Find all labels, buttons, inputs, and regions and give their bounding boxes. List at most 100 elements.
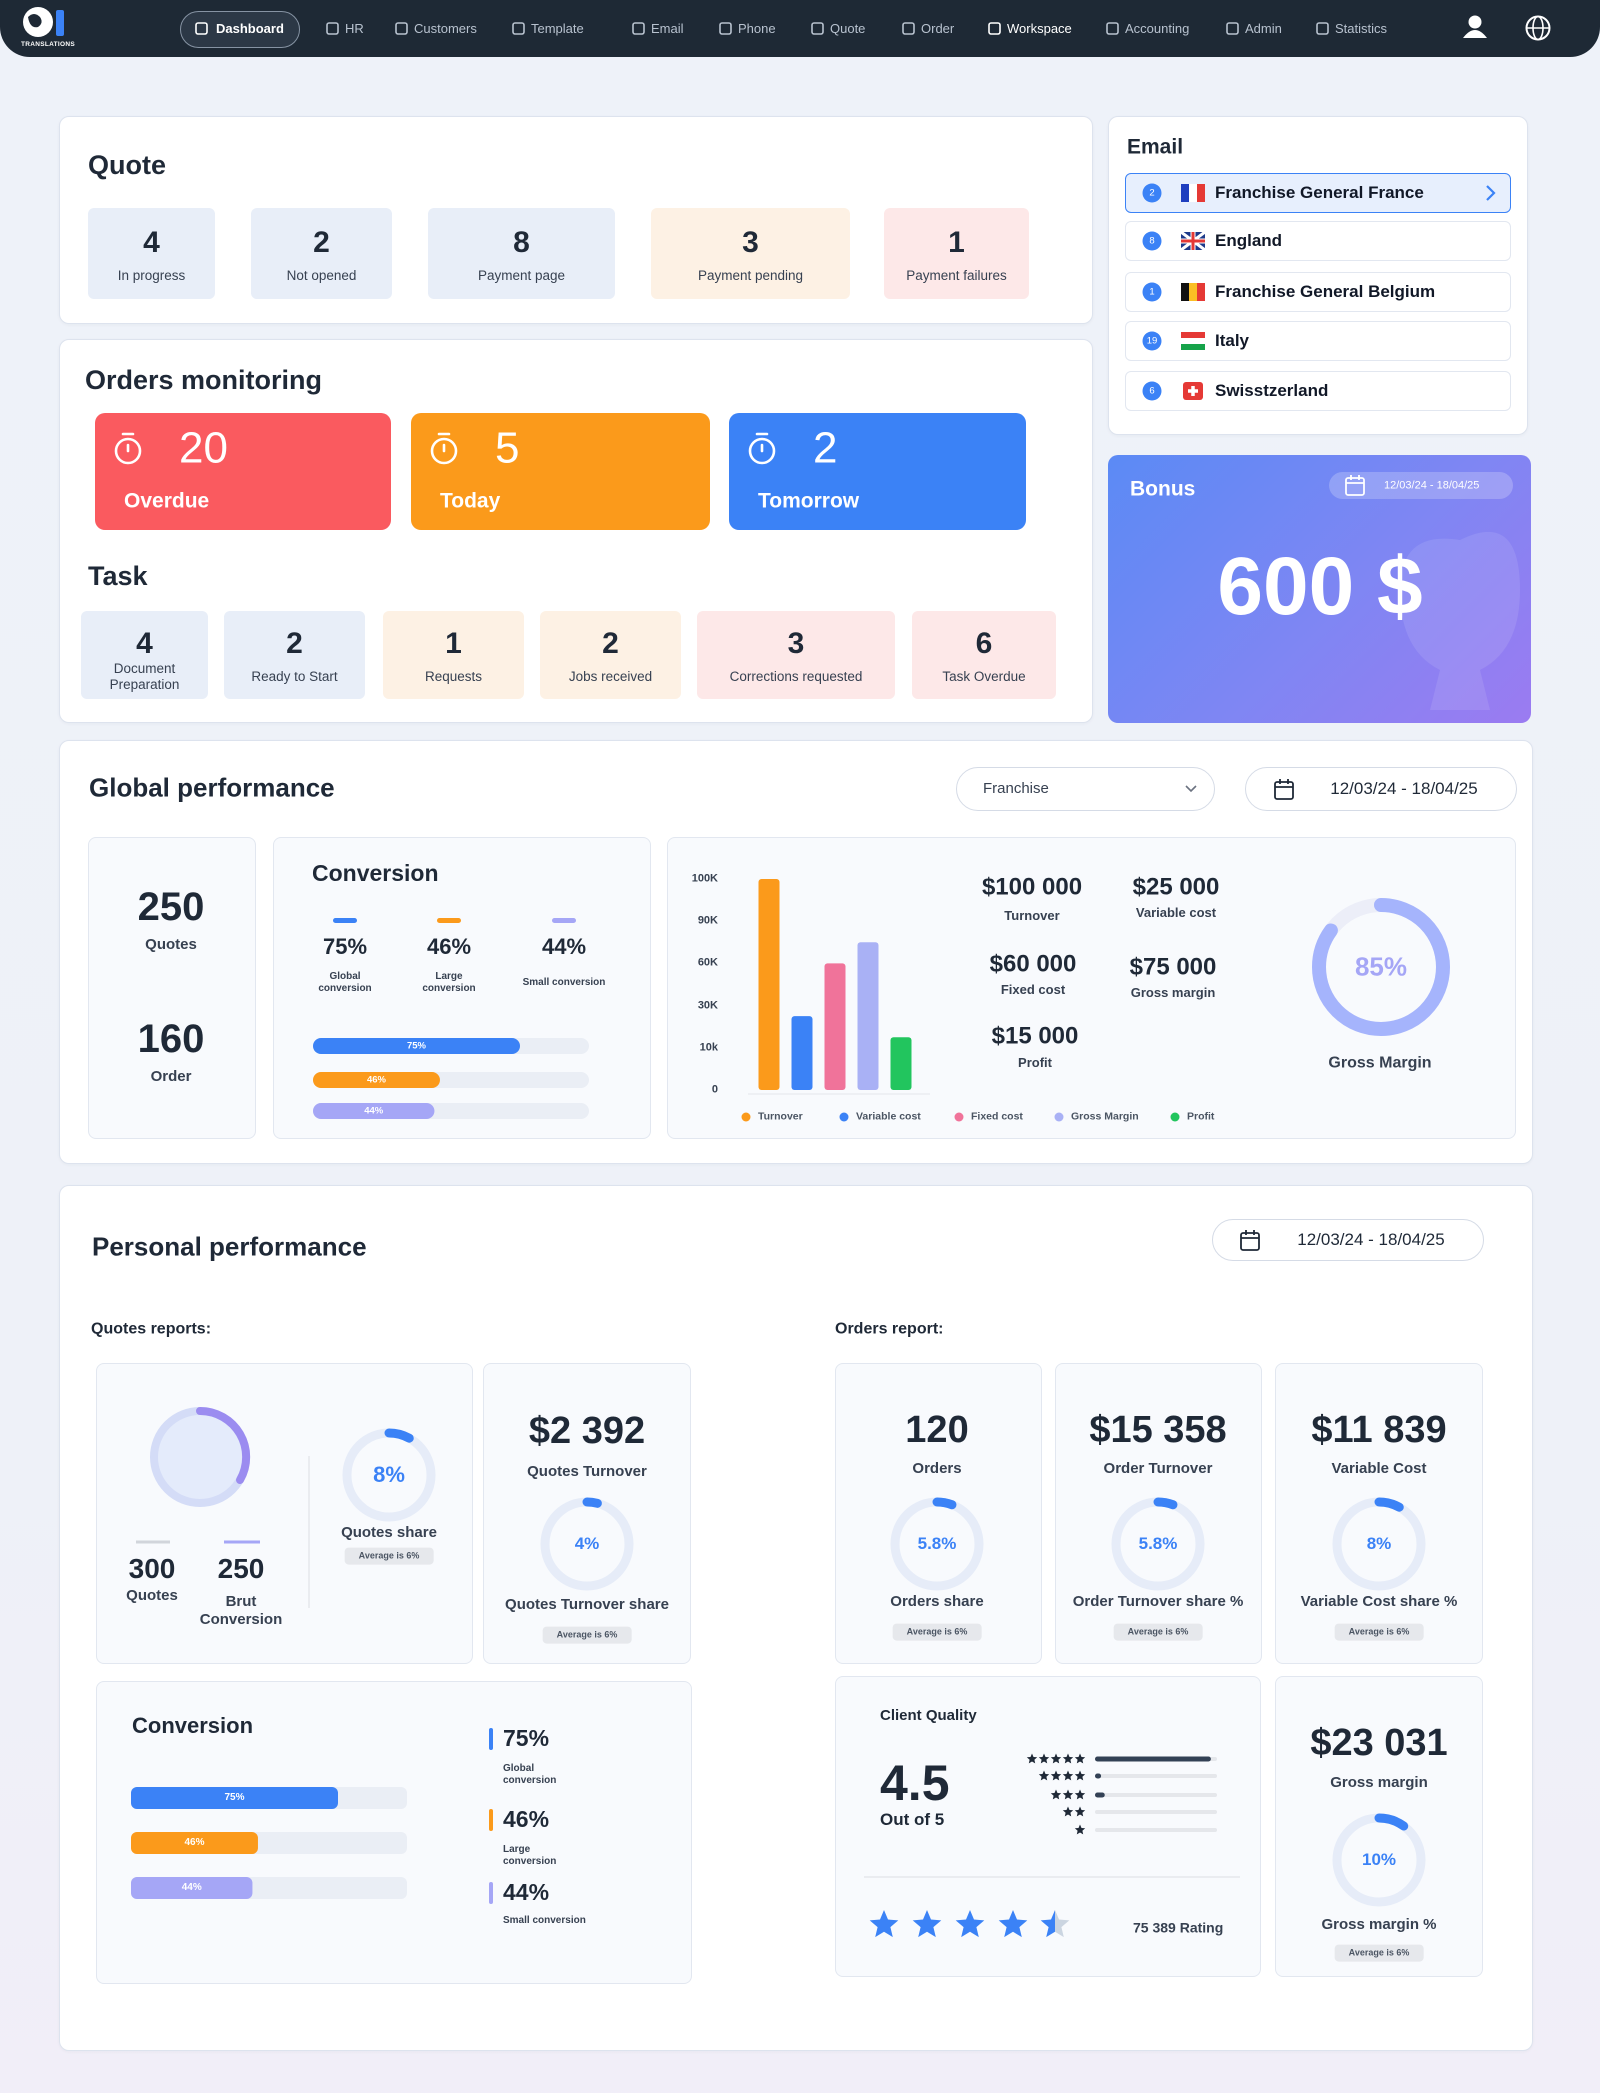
- timer-icon: [748, 437, 776, 465]
- date-picker[interactable]: [1245, 767, 1517, 811]
- metric-value: $60 000: [989, 950, 1077, 978]
- rating-bar: [1095, 1773, 1102, 1779]
- tile-count: 2: [286, 627, 303, 660]
- chevron-icon: [1486, 185, 1496, 201]
- rating-star-icon: [1062, 1789, 1074, 1800]
- progress-label: 75%: [224, 1792, 245, 1803]
- report-card: [483, 1363, 691, 1664]
- rating-track: [1095, 1810, 1217, 1814]
- report-count: 300: [128, 1553, 176, 1585]
- nav-icon: [395, 22, 408, 35]
- email-name[interactable]: Italy: [1215, 330, 1250, 350]
- conversion-label: Global conversion: [318, 971, 372, 994]
- total-label: Order: [150, 1068, 192, 1085]
- timer-icon: [437, 432, 451, 453]
- share-label: Orders share: [890, 1593, 984, 1610]
- email-row[interactable]: [1125, 371, 1511, 411]
- nav-icon: [902, 22, 915, 35]
- nav-item[interactable]: Quote: [830, 21, 866, 37]
- nav-icon: [719, 22, 732, 35]
- section-title: Orders report:: [835, 1320, 944, 1338]
- email-name[interactable]: Franchise General France: [1215, 182, 1424, 202]
- calendar-icon: [1274, 781, 1294, 800]
- progress-bar: [131, 1877, 253, 1899]
- nav-item[interactable]: Admin: [1245, 21, 1282, 37]
- nav-item[interactable]: Workspace: [1007, 21, 1072, 37]
- user-icon: [1463, 30, 1487, 38]
- rating-star-icon: [1074, 1753, 1086, 1764]
- rating-star-icon: [1062, 1806, 1074, 1817]
- bonus-amount: 600 $: [1217, 540, 1423, 632]
- badge-count: 2: [1149, 187, 1155, 199]
- card-title: Conversion: [132, 1712, 254, 1738]
- tile-label: Payment page: [477, 267, 566, 283]
- tile-label: Payment pending: [697, 267, 804, 283]
- rating-count: 75 389 Rating: [1133, 1919, 1224, 1936]
- nav-item[interactable]: HR: [345, 21, 364, 37]
- email-name[interactable]: England: [1215, 230, 1283, 250]
- metric-label: Variable cost: [1135, 905, 1217, 921]
- tile-count: 1: [948, 226, 965, 259]
- nav-icon: [1106, 22, 1119, 35]
- flag: [1181, 344, 1205, 350]
- nav-item[interactable]: Template: [531, 21, 584, 37]
- nav-item[interactable]: Order: [921, 21, 955, 37]
- report-card: [835, 1363, 1042, 1664]
- tile-count: 6: [975, 627, 993, 660]
- legend-label: Profit: [1187, 1110, 1215, 1123]
- logo-mark: [28, 14, 42, 28]
- report-value: $23 031: [1310, 1722, 1448, 1765]
- rating-star-icon: [1074, 1770, 1086, 1781]
- nav-icon: [811, 22, 824, 35]
- nav-item[interactable]: Customers: [414, 21, 477, 37]
- nav-item[interactable]: Dashboard: [216, 21, 284, 37]
- date-picker[interactable]: [1212, 1219, 1484, 1261]
- legend-key: [489, 1728, 493, 1750]
- bar: [857, 942, 879, 1090]
- bar: [824, 963, 846, 1090]
- progress-bar: [313, 1038, 520, 1054]
- nav-icon: [326, 22, 339, 35]
- card-title: Personal performance: [92, 1231, 367, 1262]
- date-range: 12/03/24 - 18/04/25: [1297, 1229, 1445, 1249]
- metric-value: $15 000: [991, 1022, 1079, 1050]
- dashboard-pill[interactable]: [180, 11, 300, 48]
- count-badge: [1142, 231, 1162, 251]
- card-title: Conversion: [312, 860, 439, 887]
- rating-star-icon: [1062, 1753, 1074, 1764]
- progress-label: 44%: [181, 1882, 202, 1893]
- legend-key: [489, 1882, 493, 1904]
- average-pill: Average is 6%: [1334, 1944, 1424, 1962]
- rating-star-icon: [1050, 1753, 1062, 1764]
- badge-count: 6: [1149, 385, 1155, 397]
- share-label: Quotes share: [341, 1524, 437, 1541]
- franchise-dropdown[interactable]: [956, 767, 1215, 811]
- logo-mark: [56, 10, 64, 36]
- conversion-value: 75%: [503, 1725, 550, 1752]
- order-label: Overdue: [124, 489, 210, 513]
- nav-item[interactable]: Statistics: [1335, 21, 1388, 37]
- order-label: Today: [440, 489, 501, 513]
- nav-item[interactable]: Accounting: [1125, 21, 1190, 37]
- rating-star-icon: [1062, 1770, 1074, 1781]
- nav-item[interactable]: Email: [651, 21, 684, 37]
- email-name[interactable]: Franchise General Belgium: [1215, 281, 1436, 301]
- conversion-label: Small conversion: [503, 1915, 586, 1926]
- chevron-icon: [1185, 785, 1197, 793]
- y-tick-label: 90K: [697, 914, 718, 927]
- total-count: 250: [137, 885, 205, 929]
- share-label: Variable Cost share %: [1300, 1593, 1458, 1610]
- average-pill: Average is 6%: [542, 1626, 632, 1644]
- count-badge: [1142, 331, 1162, 351]
- card-title: Quote: [88, 149, 166, 180]
- trophy-shape: [1400, 531, 1520, 710]
- share-label: Quotes Turnover share: [505, 1596, 669, 1613]
- legend-label: Fixed cost: [971, 1110, 1023, 1123]
- email-name[interactable]: Swisstzerland: [1215, 380, 1329, 400]
- report-value: $11 839: [1311, 1409, 1447, 1452]
- card-title: Task: [88, 560, 148, 591]
- conversion-label: Small conversion: [522, 977, 606, 988]
- email-row[interactable]: [1125, 221, 1511, 261]
- progress-label: 75%: [406, 1040, 427, 1052]
- nav-item[interactable]: Phone: [738, 21, 776, 37]
